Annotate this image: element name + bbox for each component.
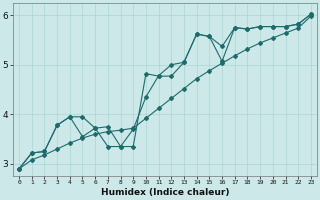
X-axis label: Humidex (Indice chaleur): Humidex (Indice chaleur) [101,188,229,197]
